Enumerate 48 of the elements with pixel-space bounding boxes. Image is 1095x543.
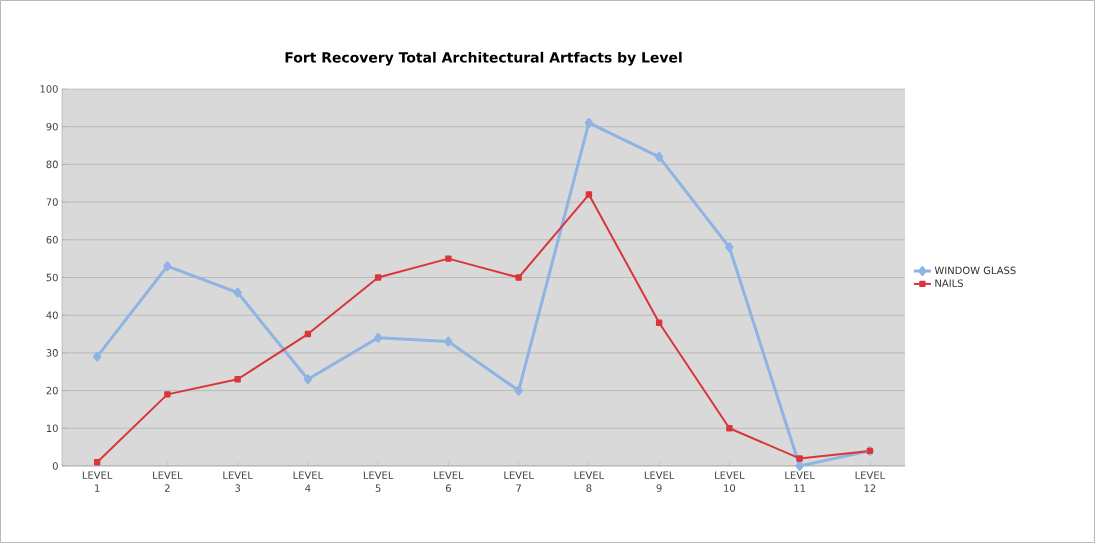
point xyxy=(584,118,593,128)
y-tick-label: 10 xyxy=(46,424,58,433)
point xyxy=(655,319,663,326)
x-tick-label: LEVEL 3 xyxy=(223,471,253,492)
legend-label: WINDOW GLASS xyxy=(934,266,1016,275)
legend-label: NAILS xyxy=(935,279,963,288)
point xyxy=(515,274,522,281)
point xyxy=(93,351,102,362)
point xyxy=(374,332,383,343)
x-tick-label: LEVEL 11 xyxy=(785,471,815,492)
x-tick-label: LEVEL 12 xyxy=(855,471,886,492)
x-tick-label: LEVEL 7 xyxy=(504,471,534,492)
y-tick-label: 0 xyxy=(52,462,58,470)
x-tick-label: LEVEL 10 xyxy=(715,471,745,492)
x-tick-label: LEVEL 1 xyxy=(82,471,113,492)
y-tick-label: 60 xyxy=(46,236,58,244)
x-tick-label: LEVEL 2 xyxy=(153,471,183,492)
point xyxy=(304,330,312,338)
point xyxy=(726,425,733,432)
point xyxy=(374,274,382,281)
x-tick-label: LEVEL 8 xyxy=(574,471,605,492)
x-tick-label: LEVEL 6 xyxy=(434,471,464,492)
chart-title: Fort Recovery Total Architectural Artfacts by Level xyxy=(285,51,682,66)
y-tick-label: 80 xyxy=(46,160,58,169)
point xyxy=(164,391,171,398)
point xyxy=(93,459,101,466)
point xyxy=(234,376,241,383)
y-tick-label: 70 xyxy=(46,198,58,206)
y-tick-label: 40 xyxy=(46,311,58,319)
x-tick-label: LEVEL 4 xyxy=(293,471,324,492)
y-tick-label: 50 xyxy=(46,273,58,282)
point xyxy=(655,151,664,162)
point xyxy=(163,261,172,272)
point xyxy=(444,336,453,347)
y-tick-label: 20 xyxy=(46,386,58,395)
point xyxy=(585,191,593,198)
x-tick-label: LEVEL 5 xyxy=(363,471,394,492)
x-tick-label: LEVEL 9 xyxy=(644,471,675,492)
y-tick-label: 30 xyxy=(46,349,58,357)
point xyxy=(514,385,523,396)
point xyxy=(445,255,452,262)
point xyxy=(233,287,242,298)
point xyxy=(795,461,804,471)
point xyxy=(303,374,312,385)
y-tick-label: 100 xyxy=(40,85,58,93)
point xyxy=(725,242,734,253)
y-tick-label: 90 xyxy=(46,122,58,131)
point xyxy=(796,455,803,462)
